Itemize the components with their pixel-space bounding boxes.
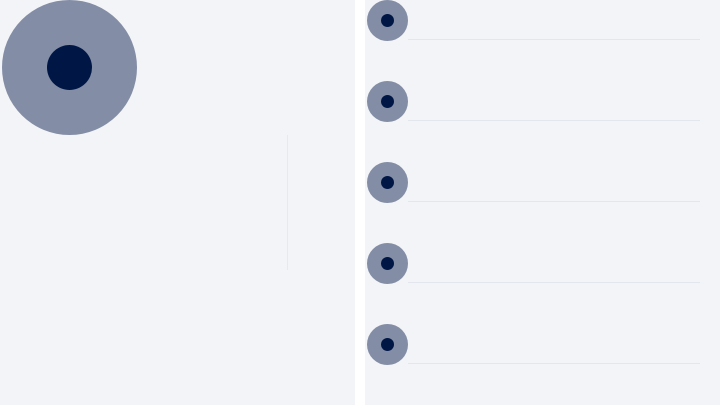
list-item[interactable] bbox=[367, 0, 700, 41]
avatar-center-dot bbox=[381, 338, 394, 351]
avatar-center-dot bbox=[47, 45, 92, 90]
profile-panel bbox=[0, 0, 355, 405]
contact-list-panel bbox=[365, 0, 720, 405]
list-avatar-icon[interactable] bbox=[367, 162, 408, 203]
row-divider bbox=[408, 282, 700, 283]
list-avatar-icon[interactable] bbox=[367, 324, 408, 365]
row-divider bbox=[408, 363, 700, 364]
profile-avatar-icon[interactable] bbox=[2, 0, 137, 135]
row-divider bbox=[408, 39, 700, 40]
list-item[interactable] bbox=[367, 324, 700, 365]
avatar-center-dot bbox=[381, 95, 394, 108]
list-avatar-icon[interactable] bbox=[367, 81, 408, 122]
row-divider bbox=[408, 201, 700, 202]
list-avatar-icon[interactable] bbox=[367, 0, 408, 41]
list-item[interactable] bbox=[367, 81, 700, 122]
avatar-center-dot bbox=[381, 176, 394, 189]
list-avatar-icon[interactable] bbox=[367, 243, 408, 284]
panel-divider bbox=[287, 135, 288, 270]
avatar-center-dot bbox=[381, 14, 394, 27]
list-item[interactable] bbox=[367, 162, 700, 203]
list-item[interactable] bbox=[367, 243, 700, 284]
avatar-center-dot bbox=[381, 257, 394, 270]
row-divider bbox=[408, 120, 700, 121]
